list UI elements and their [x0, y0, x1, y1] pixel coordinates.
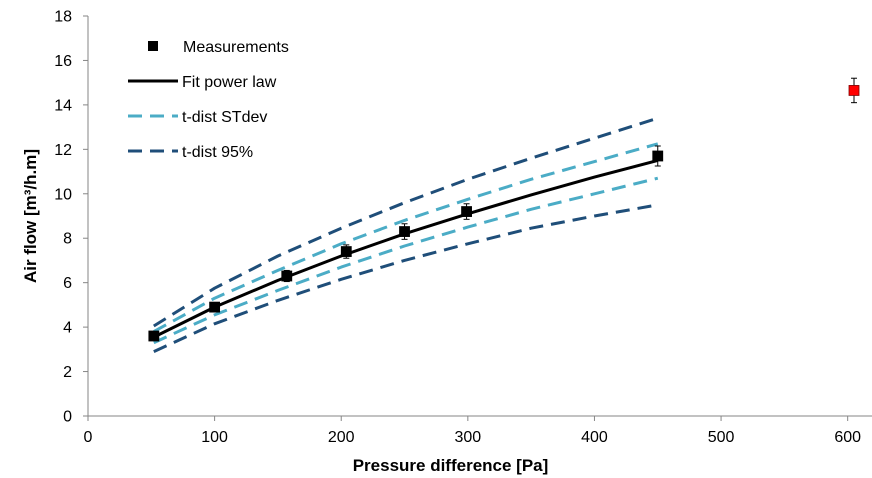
measurement-point	[209, 301, 221, 313]
x-tick-label: 0	[84, 429, 93, 446]
measurement-point	[340, 246, 352, 257]
outlier-point	[848, 85, 860, 96]
y-tick-label: 4	[63, 320, 72, 337]
y-tick-label: 14	[54, 97, 72, 114]
band-series-4-line	[153, 176, 659, 345]
legend-label: Measurements	[183, 39, 289, 56]
y-axis-title: Air flow [m³/h.m]	[21, 149, 40, 283]
measurement-point	[148, 330, 160, 342]
y-tick-label: 10	[54, 186, 72, 203]
x-tick-label: 300	[454, 429, 481, 446]
measurement-point	[652, 150, 664, 162]
t-dist-stdev-line	[153, 142, 659, 333]
y-tick-label: 12	[54, 142, 72, 159]
x-tick-label: 400	[581, 429, 608, 446]
legend: Measurements Fit power law t-dist STdev t-d…	[128, 39, 289, 161]
y-tick-label: 6	[63, 275, 72, 292]
x-tick-label: 100	[201, 429, 228, 446]
legend-label: Fit power law	[182, 74, 277, 91]
legend-marker	[148, 41, 158, 51]
series-markers	[148, 77, 860, 342]
fit-power-law-line	[153, 158, 659, 339]
measurement-point	[399, 226, 410, 237]
x-tick-label: 200	[328, 429, 355, 446]
legend-label: t-dist STdev	[182, 109, 267, 126]
measurement-point	[281, 270, 293, 282]
y-tick-label: 18	[54, 9, 72, 26]
x-tick-label: 600	[834, 429, 861, 446]
y-tick-label: 2	[63, 364, 72, 381]
x-tick-label: 500	[708, 429, 735, 446]
band-series-6-line	[153, 203, 659, 353]
legend-label: t-dist 95%	[182, 144, 253, 161]
measurement-point	[461, 206, 472, 217]
y-tick-label: 8	[63, 231, 72, 248]
y-tick-label: 0	[63, 409, 72, 426]
axes: 0 2 4 6 8 10 12 14 16 18 0 100 200 300 400 500 600	[54, 9, 872, 446]
y-tick-label: 16	[54, 53, 72, 70]
x-axis-title: Pressure difference [Pa]	[353, 456, 549, 475]
t-dist-95--line	[153, 116, 659, 328]
